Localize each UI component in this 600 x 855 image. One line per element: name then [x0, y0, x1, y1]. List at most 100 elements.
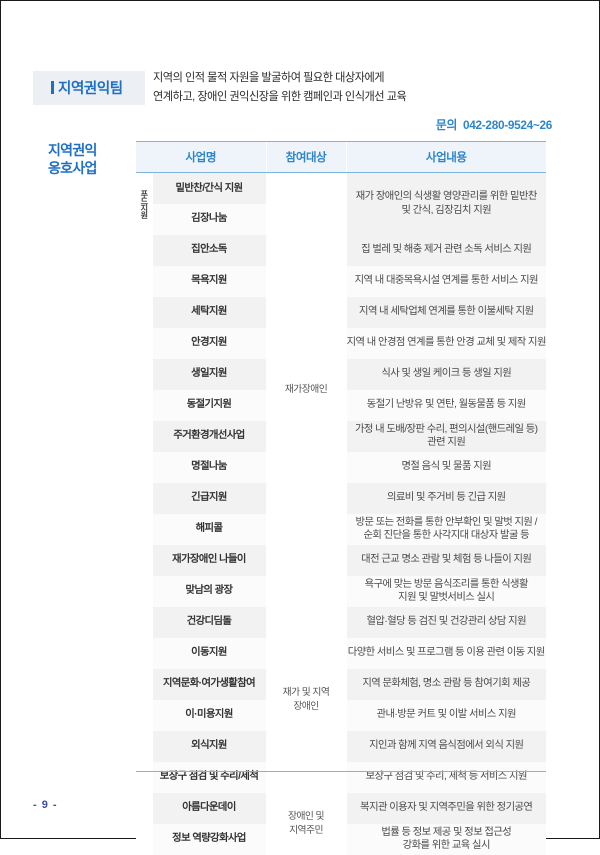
vertical-group-spacer [136, 761, 153, 793]
cell-program-name: 이·미용지원 [152, 699, 267, 731]
contact-info: 문의 042-280-9524~26 [436, 116, 552, 133]
vertical-group-spacer [136, 358, 153, 390]
cell-program-name: 해피콜 [152, 513, 267, 545]
table-row: 목욕지원 지역 내 대중목욕시설 연계를 통한 서비스 지원 [136, 265, 547, 297]
cell-target-group: 재가 및 지역 장애인 [265, 606, 347, 793]
table-row: 보장구 점검 및 수리/세척 보장구 점검 및 수리, 세척 등 서비스 지원 [136, 761, 547, 793]
team-title: 지역권익팀 [51, 77, 123, 98]
column-header-target: 참여대상 [265, 141, 347, 173]
table-row: 명절나눔 명절 음식 및 물품 지원 [136, 451, 547, 483]
cell-program-content: 대전 근교 명소 관람 및 체험 등 나들이 지원 [346, 544, 547, 576]
section-side-label: 지역권익 옹호사업 [48, 141, 133, 177]
cell-program-name: 아름다운데이 [152, 792, 267, 824]
cell-program-name: 이동지원 [152, 637, 267, 669]
cell-program-name: 재가장애인 나들이 [152, 544, 267, 576]
table-row: 세탁지원 지역 내 세탁업체 연계를 통한 이불세탁 지원 [136, 296, 547, 328]
cell-program-content: 명절 음식 및 물품 지원 [346, 451, 547, 483]
cell-program-name: 정보 역량강화사업 [152, 823, 267, 855]
cell-program-content: 재가 장애인의 식생활 영양관리를 위한 밑반찬 및 간식, 김장김치 지원 [346, 172, 547, 235]
team-description-line-2: 연계하고, 장애인 권익신장을 위한 캠페인과 인식개선 교육 [153, 91, 407, 103]
table-row: 집안소독 집 벌레 및 해충 제거 관련 소독 서비스 지원 [136, 234, 547, 266]
table-row: 생일지원 식사 및 생일 케이크 등 생일 지원 [136, 358, 547, 390]
cell-program-name: 명절나눔 [152, 451, 267, 483]
cell-program-content: 다양한 서비스 및 프로그램 등 이용 관련 이동 지원 [346, 637, 547, 669]
contact-label: 문의 [435, 118, 458, 132]
table-bottom-rule [136, 771, 546, 773]
vertical-group-spacer [136, 327, 153, 359]
cell-program-content: 법률 등 정보 제공 및 정보 접근성 강화를 위한 교육 실시 [346, 823, 547, 855]
cell-program-content: 혈압·혈당 등 검진 및 건강관리 상담 지원 [346, 606, 547, 638]
vertical-group-spacer [136, 389, 153, 421]
column-header-program-name: 사업명 [136, 141, 267, 173]
table-row: 푸드지원 밑반찬/간식 지원 재가장애인 재가 장애인의 식생활 영양관리를 위한 밑… [136, 172, 547, 607]
vertical-group-spacer [136, 544, 153, 576]
cell-program-content: 복지관 이용자 및 지역주민을 위한 정기공연 [346, 792, 547, 824]
vertical-group-spacer [136, 234, 153, 266]
vertical-group-spacer [136, 668, 153, 700]
cell-program-name: 김장나눔 [152, 203, 267, 235]
title-accent-bar [51, 81, 54, 94]
program-table-body: 푸드지원 밑반찬/간식 지원 재가장애인 재가 장애인의 식생활 영양관리를 위한 밑… [136, 172, 547, 855]
vertical-group-label: 푸드지원 [136, 172, 153, 235]
table-row: 아름다운데이 장애인 및 지역주민 복지관 이용자 및 지역주민을 위한 정기공연 [136, 792, 547, 855]
cell-program-content: 식사 및 생일 케이크 등 생일 지원 [346, 358, 547, 390]
vertical-group-spacer [136, 420, 153, 452]
cell-program-content: 집 벌레 및 해충 제거 관련 소독 서비스 지원 [346, 234, 547, 266]
vertical-group-spacer [136, 575, 153, 607]
cell-program-content: 의료비 및 주거비 등 긴급 지원 [346, 482, 547, 514]
cell-program-name: 목욕지원 [152, 265, 267, 297]
cell-target-group: 재가장애인 [265, 172, 347, 607]
table-row: 재가장애인 나들이 대전 근교 명소 관람 및 체험 등 나들이 지원 [136, 544, 547, 576]
vertical-group-spacer [136, 637, 153, 669]
cell-program-content: 동절기 난방유 및 연탄, 월동물품 등 지원 [346, 389, 547, 421]
table-row: 건강디딤돌 재가 및 지역 장애인 혈압·혈당 등 검진 및 건강관리 상담 지원 [136, 606, 547, 793]
section-side-label-line-2: 옹호사업 [48, 160, 97, 176]
cell-program-content: 지인과 함께 지역 음식점에서 외식 지원 [346, 730, 547, 762]
page-number: - 9 - [33, 799, 58, 811]
table-row: 맞남의 광장 욕구에 맞는 방문 음식조리를 통한 식생활 지원 및 말벗서비스 실… [136, 575, 547, 607]
program-table-head: 사업명 참여대상 사업내용 [136, 141, 547, 173]
cell-program-name: 외식지원 [152, 730, 267, 762]
table-row: 안경지원 지역 내 안경점 연계를 통한 안경 교체 및 제작 지원 [136, 327, 546, 359]
table-row: 이동지원 다양한 서비스 및 프로그램 등 이용 관련 이동 지원 [136, 637, 547, 669]
team-description-line-1: 지역의 인적 물적 자원을 발굴하여 필요한 대상자에게 [153, 72, 385, 84]
table-row: 동절기지원 동절기 난방유 및 연탄, 월동물품 등 지원 [136, 389, 547, 421]
cell-program-name: 주거환경개선사업 [152, 420, 267, 452]
table-row: 지역문화·여가생활참여 지역 문화체험, 명소 관람 등 참여기회 제공 [136, 668, 547, 700]
cell-target-group: 장애인 및 지역주민 [265, 792, 347, 855]
table-row: 해피콜 방문 또는 전화를 통한 안부확인 및 말벗 지원 / 순회 진단을 통한 … [136, 513, 547, 545]
cell-program-content: 방문 또는 전화를 통한 안부확인 및 말벗 지원 / 순회 진단을 통한 사각지… [346, 513, 547, 545]
table-header-row: 사업명 참여대상 사업내용 [136, 141, 547, 173]
vertical-group-spacer [136, 265, 153, 297]
table-row: 이·미용지원 관내·방문 커트 및 이발 서비스 지원 [136, 699, 547, 731]
vertical-group-spacer [136, 606, 153, 638]
cell-program-content: 관내·방문 커트 및 이발 서비스 지원 [346, 699, 547, 731]
cell-program-name: 동절기지원 [152, 389, 267, 421]
cell-program-name: 맞남의 광장 [152, 575, 267, 607]
cell-program-content: 지역 내 대중목욕시설 연계를 통한 서비스 지원 [346, 265, 547, 297]
team-title-text: 지역권익팀 [58, 81, 123, 97]
cell-program-name: 세탁지원 [152, 296, 267, 328]
vertical-group-spacer [136, 730, 153, 762]
cell-program-content: 보장구 점검 및 수리, 세척 등 서비스 지원 [346, 761, 547, 793]
cell-program-content: 가정 내 도배/장판 수리, 편의시설(핸드레일 등) 관련 지원 [346, 420, 547, 452]
vertical-group-spacer [136, 482, 153, 514]
vertical-group-spacer [136, 823, 153, 855]
cell-program-name: 지역문화·여가생활참여 [152, 668, 267, 700]
section-side-label-line-1: 지역권익 [48, 142, 97, 158]
cell-program-name: 안경지원 [152, 327, 267, 359]
cell-program-content: 지역 내 세탁업체 연계를 통한 이불세탁 지원 [346, 296, 547, 328]
cell-program-content: 욕구에 맞는 방문 음식조리를 통한 식생활 지원 및 말벗서비스 실시 [346, 575, 547, 607]
vertical-group-spacer [136, 513, 153, 545]
table-row: 주거환경개선사업 가정 내 도배/장판 수리, 편의시설(핸드레일 등) 관련 지원 [136, 420, 547, 452]
vertical-group-spacer [136, 296, 153, 328]
vertical-group-spacer [136, 792, 153, 824]
cell-program-name: 생일지원 [152, 358, 267, 390]
cell-program-name: 건강디딤돌 [152, 606, 267, 638]
table-row: 외식지원 지인과 함께 지역 음식점에서 외식 지원 [136, 730, 547, 762]
cell-program-content: 지역 내 안경점 연계를 통한 안경 교체 및 제작 지원 [346, 327, 546, 359]
cell-program-name: 집안소독 [152, 234, 267, 266]
cell-program-name: 밑반찬/간식 지원 [152, 172, 267, 204]
program-table: 사업명 참여대상 사업내용 푸드지원 밑반찬/간식 지원 재가장애인 재가 장애인의 … [136, 141, 546, 855]
